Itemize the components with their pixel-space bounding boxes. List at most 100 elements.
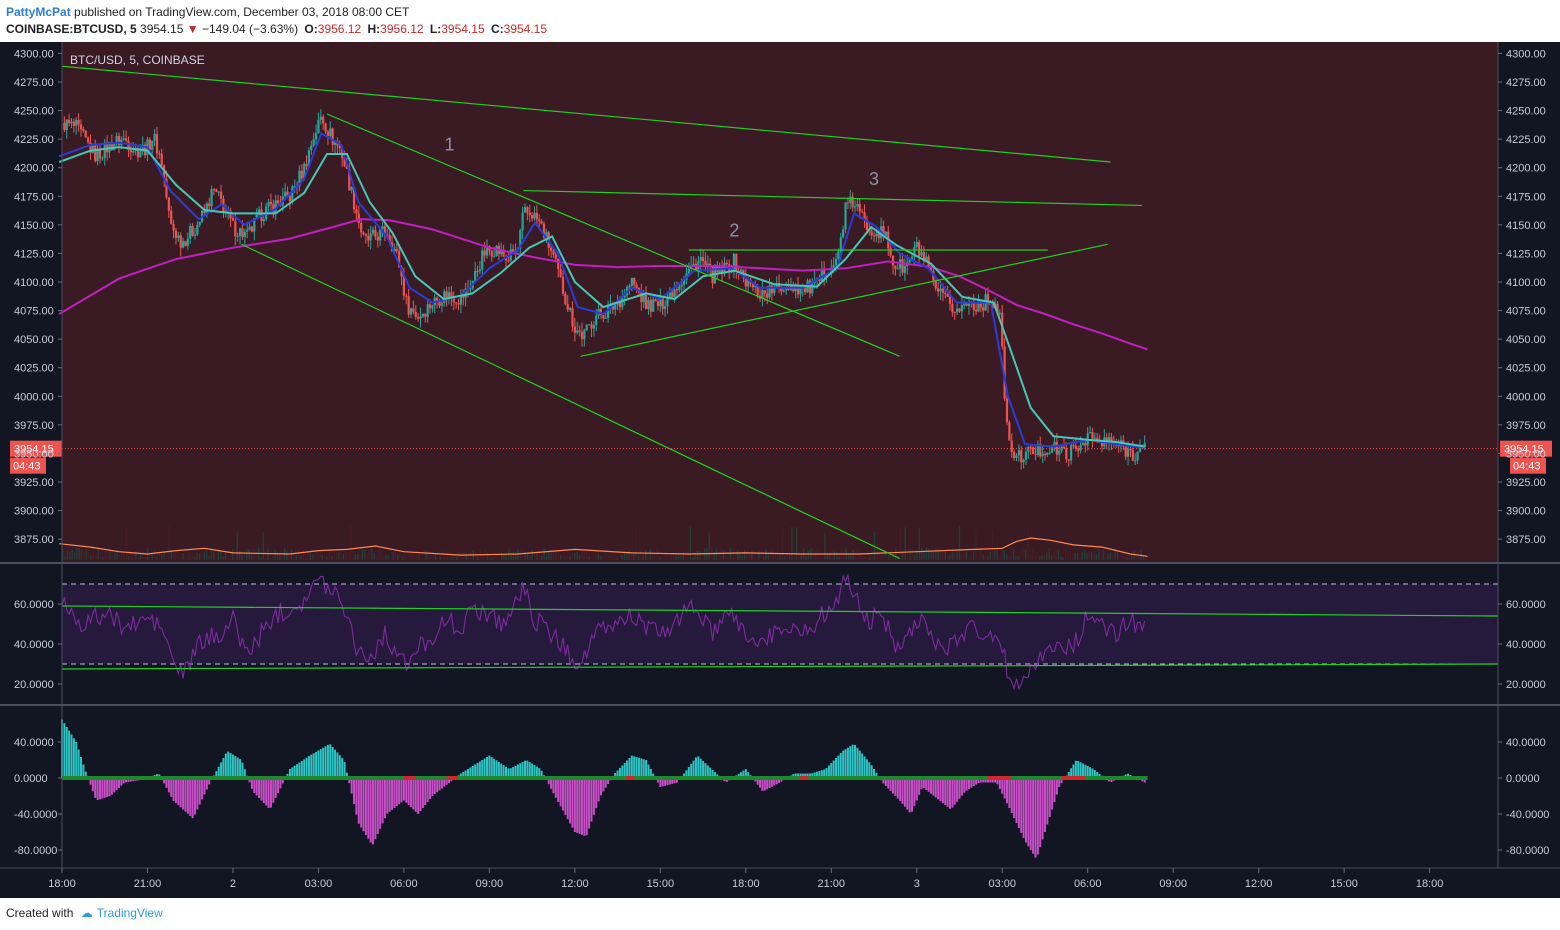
macd-histogram-bar bbox=[296, 764, 299, 778]
macd-histogram-bar bbox=[956, 778, 959, 802]
candle-body bbox=[407, 296, 410, 315]
macd-histogram-bar bbox=[201, 778, 204, 800]
candle-body bbox=[998, 312, 1001, 314]
candle-body bbox=[431, 305, 434, 309]
macd-histogram-bar bbox=[965, 778, 968, 791]
volume-bar bbox=[833, 551, 836, 560]
price-tick-label-right: 3950.00 bbox=[1506, 448, 1546, 460]
macd-histogram-bar bbox=[794, 773, 797, 778]
volume-bar bbox=[651, 550, 654, 560]
price-pane[interactable]: 1 2 3 BTC/USD, 5, COINBASE 3954.15 04:43 3954.… bbox=[10, 42, 1552, 562]
macd-histogram-bar bbox=[172, 778, 175, 801]
volume-bar bbox=[958, 526, 961, 560]
macd-histogram-bar bbox=[597, 778, 600, 802]
candle-body bbox=[837, 251, 840, 259]
time-tick-label: 06:00 bbox=[1074, 878, 1102, 890]
candle-body bbox=[158, 153, 161, 155]
price-tick-label-right: 4100.00 bbox=[1506, 277, 1546, 289]
volume-bar bbox=[1097, 549, 1100, 560]
volume-bar bbox=[139, 554, 142, 560]
volume-bar bbox=[795, 527, 798, 560]
macd-histogram-bar bbox=[540, 770, 543, 778]
candle-body bbox=[633, 277, 636, 285]
candle-body bbox=[68, 119, 71, 124]
volume-bar bbox=[531, 550, 534, 560]
price-tick-label-left: 4100.00 bbox=[14, 277, 54, 289]
candle-body bbox=[956, 308, 959, 313]
candle-body bbox=[485, 245, 489, 256]
volume-bar bbox=[538, 550, 541, 560]
macd-histogram-bar bbox=[538, 768, 541, 778]
volume-bar bbox=[680, 554, 682, 560]
high-label: H: bbox=[367, 22, 381, 36]
macd-histogram-bar bbox=[260, 778, 263, 801]
macd-histogram-bar bbox=[495, 760, 498, 778]
macd-histogram-bar bbox=[1077, 761, 1080, 778]
macd-histogram-bar bbox=[182, 778, 185, 810]
macd-histogram-bar bbox=[364, 778, 367, 835]
candle-body bbox=[87, 137, 90, 143]
chart-area[interactable]: 1 2 3 BTC/USD, 5, COINBASE 3954.15 04:43 3954.… bbox=[0, 42, 1560, 898]
macd-histogram-bar bbox=[637, 757, 640, 778]
volume-bar bbox=[319, 552, 321, 560]
tradingview-brand[interactable]: TradingView bbox=[96, 906, 163, 920]
candle-body bbox=[934, 280, 937, 289]
candle-body bbox=[355, 209, 358, 214]
candle-body bbox=[500, 249, 503, 255]
macd-cross-marker bbox=[403, 776, 416, 780]
candle-body bbox=[469, 288, 472, 290]
macd-histogram-bar bbox=[222, 758, 225, 778]
volume-bar bbox=[751, 550, 753, 560]
candle-body bbox=[986, 293, 990, 305]
macd-histogram-bar bbox=[616, 770, 619, 778]
symbol-ohlc-line: COINBASE:BTCUSD, 5 3954.15 ▼ −149.04 (−3… bbox=[6, 22, 547, 36]
macd-histogram-bar bbox=[115, 778, 118, 791]
candle-body bbox=[272, 204, 275, 214]
candle-body bbox=[963, 302, 966, 306]
candle-body bbox=[863, 212, 866, 220]
volume-bar bbox=[765, 549, 767, 560]
volume-bar bbox=[574, 552, 576, 560]
candle-body bbox=[234, 220, 237, 237]
price-tick-label-right: 4075.00 bbox=[1506, 306, 1546, 318]
macd-histogram-bar bbox=[234, 756, 237, 778]
volume-bar bbox=[696, 551, 699, 560]
volume-bar bbox=[555, 549, 557, 560]
volume-bar bbox=[550, 550, 552, 560]
candle-body bbox=[763, 290, 766, 294]
candle-body bbox=[241, 228, 244, 237]
volume-bar bbox=[220, 551, 222, 560]
candle-body bbox=[533, 212, 536, 219]
macd-cross-marker bbox=[1062, 776, 1085, 780]
volume-bar bbox=[437, 557, 439, 560]
volume-bar bbox=[744, 550, 746, 560]
volume-bar bbox=[1057, 549, 1060, 560]
candle-body bbox=[922, 252, 925, 261]
volume-bar bbox=[805, 556, 807, 560]
candle-body bbox=[602, 314, 605, 319]
volume-bar bbox=[734, 554, 736, 560]
volume-bar bbox=[496, 554, 498, 560]
author-name[interactable]: PattyMcPat bbox=[6, 5, 71, 19]
price-tick-label-left: 4125.00 bbox=[14, 248, 54, 260]
volume-bar bbox=[338, 552, 340, 560]
volume-bar bbox=[715, 548, 718, 560]
macd-histogram-bar bbox=[972, 778, 975, 787]
volume-bar bbox=[345, 549, 347, 560]
macd-histogram-bar bbox=[692, 760, 695, 778]
volume-bar bbox=[600, 556, 602, 560]
macd-histogram-bar bbox=[623, 763, 626, 778]
rsi-tick-label-left: 20.0000 bbox=[14, 679, 54, 691]
candle-body bbox=[502, 249, 505, 257]
macd-pane[interactable] bbox=[61, 706, 1498, 868]
volume-bar bbox=[526, 553, 529, 560]
volume-bar bbox=[887, 555, 890, 560]
candle-body bbox=[417, 317, 420, 319]
macd-histogram-bar bbox=[552, 778, 555, 794]
volume-bar bbox=[699, 551, 701, 560]
candle-body bbox=[481, 250, 484, 270]
candle-body bbox=[948, 296, 952, 304]
candle-body bbox=[896, 268, 899, 270]
rsi-pane[interactable] bbox=[61, 564, 1499, 704]
volume-bar bbox=[375, 556, 378, 560]
